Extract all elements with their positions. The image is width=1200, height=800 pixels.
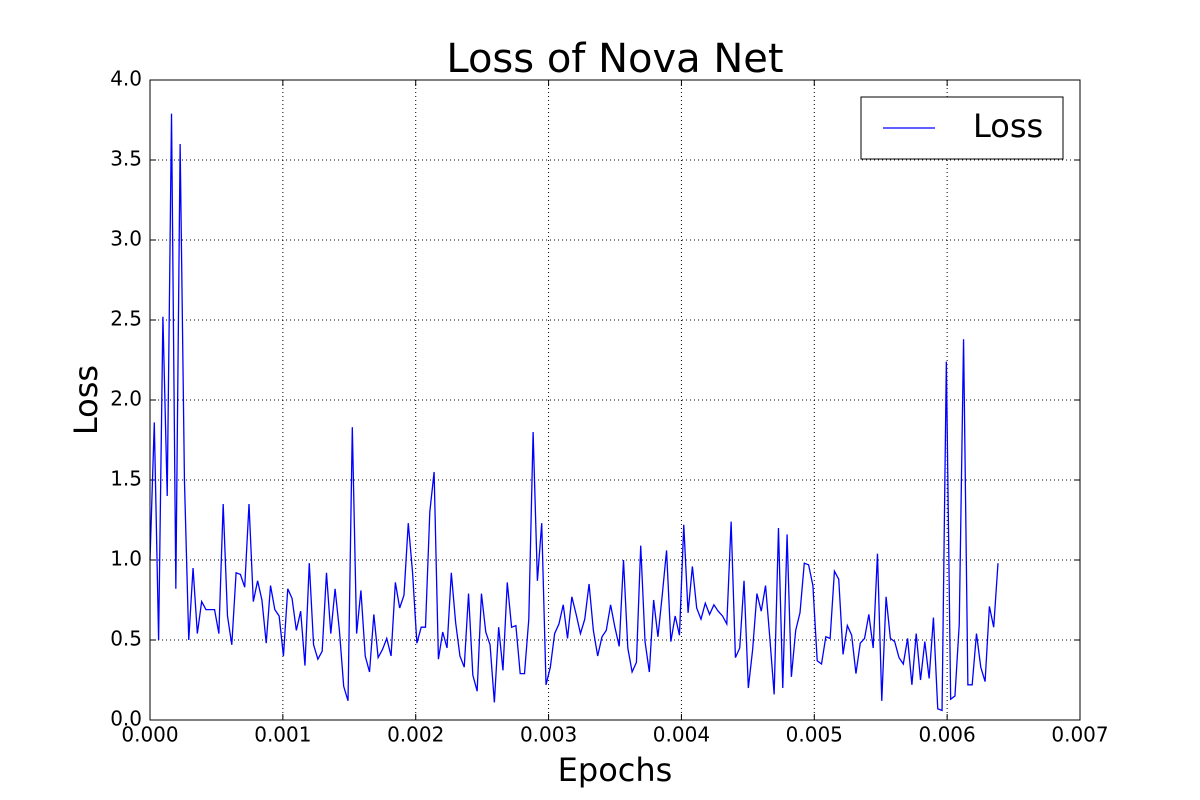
y-tick-label: 0.5 — [110, 627, 142, 651]
y-tick-label: 0.0 — [110, 707, 142, 731]
x-axis-label: Epochs — [558, 751, 673, 789]
y-tick-label: 3.5 — [110, 147, 142, 171]
x-tick-label: 0.003 — [520, 723, 577, 747]
y-tick-label: 1.0 — [110, 547, 142, 571]
y-tick-label: 3.0 — [110, 227, 142, 251]
x-tick-label: 0.001 — [254, 723, 311, 747]
legend-label: Loss — [973, 107, 1043, 145]
y-axis-label: Loss — [67, 365, 105, 435]
chart-title: Loss of Nova Net — [446, 36, 783, 82]
x-tick-label: 0.007 — [1051, 723, 1108, 747]
y-tick-label: 2.5 — [110, 307, 142, 331]
plot-frame — [149, 79, 1081, 721]
y-tick-label: 1.5 — [110, 467, 142, 491]
x-tick-label: 0.005 — [786, 723, 843, 747]
x-tick-label: 0.002 — [387, 723, 444, 747]
x-tick-label: 0.000 — [121, 723, 178, 747]
y-tick-label: 2.0 — [110, 387, 142, 411]
x-tick-label: 0.004 — [653, 723, 710, 747]
x-tick-label: 0.006 — [919, 723, 976, 747]
y-tick-label: 4.0 — [110, 67, 142, 91]
loss-line — [149, 113, 999, 712]
